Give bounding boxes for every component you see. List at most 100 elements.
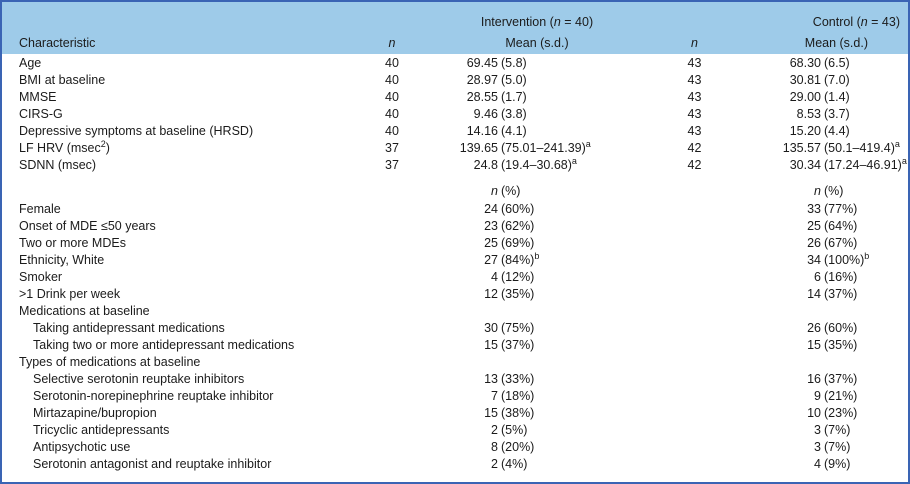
control-n-cell (652, 370, 737, 387)
table-row: >1 Drink per week 12 (35%) 14 (37%) (2, 285, 908, 302)
value-parenthetical: (3.8) (501, 106, 527, 121)
value-parenthetical: (38%) (501, 405, 535, 420)
control-n-cell: 43 (687, 72, 702, 87)
value-number: 9.46 (473, 106, 498, 121)
table-row: Tricyclic antidepressants 2 (5%) 3 (7%) (2, 421, 908, 438)
value-parenthetical: (12%) (501, 269, 535, 284)
table-row: Serotonin-norepinephrine reuptake inhibi… (2, 387, 908, 404)
table-row: Serotonin antagonist and reuptake inhibi… (2, 455, 908, 472)
characteristic-label: LF HRV (msec2) (19, 139, 110, 155)
value-parenthetical: (%) (824, 184, 844, 198)
control-value-cell: 30.34 (17.24–46.91)a (737, 156, 908, 173)
value-number: 4 (814, 456, 821, 471)
control-n-cell: 43 (687, 123, 702, 138)
intervention-value-cell: 24.8 (19.4–30.68)a (422, 156, 652, 173)
control-group-header: Control (n = 43) (737, 2, 908, 29)
control-value-cell: 34 (100%)b (737, 251, 908, 268)
intervention-n-cell (362, 353, 422, 370)
value-number: 16 (807, 371, 821, 386)
value-number: 3 (814, 422, 821, 437)
characteristic-label: Ethnicity, White (19, 252, 105, 267)
value-parenthetical: (18%) (501, 388, 535, 403)
characteristic-column-header: Characteristic (2, 29, 362, 54)
control-n-cell (652, 200, 737, 217)
control-n-cell: 43 (687, 55, 702, 70)
value-number: 2 (491, 456, 498, 471)
value-parenthetical: (37%) (824, 371, 858, 386)
intervention-n-cell (362, 336, 422, 353)
control-value-cell: 30.81 (7.0) (737, 71, 908, 88)
intervention-value-cell: 25 (69%) (422, 234, 652, 251)
intervention-n-cell (362, 217, 422, 234)
value-parenthetical: (50.1–419.4)a (824, 138, 900, 155)
table-row: LF HRV (msec2) 37 139.65 (75.01–241.39)a 42 1… (2, 139, 908, 156)
control-n-cell (652, 455, 737, 472)
value-parenthetical: (60%) (824, 320, 858, 335)
value-number: 8 (491, 439, 498, 454)
control-value-cell: 10 (23%) (737, 404, 908, 421)
value-parenthetical: (64%) (824, 218, 858, 233)
value-number: 14.16 (466, 123, 498, 138)
value-parenthetical: (75%) (501, 320, 535, 335)
value-parenthetical: (4%) (501, 456, 528, 471)
characteristic-label: Taking antidepressant medications (33, 320, 225, 335)
characteristic-label: Smoker (19, 269, 63, 284)
control-n-cell (652, 387, 737, 404)
table-row: Two or more MDEs 25 (69%) 26 (67%) (2, 234, 908, 251)
characteristic-label: Selective serotonin reuptake inhibitors (33, 371, 245, 386)
intervention-value-cell: 2 (5%) (422, 421, 652, 438)
control-n-cell (652, 404, 737, 421)
control-value-cell: 14 (37%) (737, 285, 908, 302)
control-n-cell (652, 268, 737, 285)
value-number: 30 (484, 320, 498, 335)
value-number: 30.81 (789, 72, 821, 87)
value-number: 4 (491, 269, 498, 284)
control-value-cell: 3 (7%) (737, 438, 908, 455)
empty-header-cell (362, 2, 422, 29)
control-value-cell: 33 (77%) (737, 200, 908, 217)
value-number: 25 (807, 218, 821, 233)
value-number: 68.30 (789, 55, 821, 70)
value-number: 30.34 (789, 157, 821, 172)
intervention-n-cell (362, 370, 422, 387)
characteristic-label: CIRS-G (19, 106, 63, 121)
value-parenthetical: (%) (501, 184, 521, 198)
value-number: 139.65 (459, 140, 498, 155)
value-number: 2 (491, 422, 498, 437)
value-number: 3 (814, 439, 821, 454)
intervention-n-cell (362, 455, 422, 472)
intervention-n-cell (362, 319, 422, 336)
intervention-n-cell: 40 (385, 55, 399, 70)
intervention-value-cell (422, 353, 652, 370)
table-row: Female 24 (60%) 33 (77%) (2, 200, 908, 217)
value-parenthetical: (23%) (824, 405, 858, 420)
intervention-n-cell (362, 268, 422, 285)
value-parenthetical: (4.1) (501, 123, 527, 138)
characteristic-label: Taking two or more antidepressant medica… (33, 337, 295, 352)
empty-cell (2, 173, 362, 200)
value-number: 13 (484, 371, 498, 386)
intervention-value-cell: 12 (35%) (422, 285, 652, 302)
intervention-value-cell: 27 (84%)b (422, 251, 652, 268)
control-n-cell: 43 (687, 106, 702, 121)
intervention-value-cell: 30 (75%) (422, 319, 652, 336)
value-number: 34 (807, 252, 821, 267)
value-number: 7 (491, 388, 498, 403)
value-parenthetical: (5.8) (501, 55, 527, 70)
value-number: 33 (807, 201, 821, 216)
table-row: Depressive symptoms at baseline (HRSD) 40… (2, 122, 908, 139)
intervention-n-cell: 40 (385, 89, 399, 104)
table-row: Mirtazapine/bupropion 15 (38%) 10 (23%) (2, 404, 908, 421)
value-number: 135.57 (782, 140, 821, 155)
intervention-value-cell: 24 (60%) (422, 200, 652, 217)
value-parenthetical: (5.0) (501, 72, 527, 87)
control-value-cell: 25 (64%) (737, 217, 908, 234)
value-parenthetical: (9%) (824, 456, 851, 471)
intervention-value-cell: 139.65 (75.01–241.39)a (422, 139, 652, 156)
control-n-cell (652, 302, 737, 319)
value-parenthetical: (7.0) (824, 72, 850, 87)
value-parenthetical: (67%) (824, 235, 858, 250)
control-value-cell: 8.53 (3.7) (737, 105, 908, 122)
value-parenthetical: (17.24–46.91)a (824, 155, 907, 172)
